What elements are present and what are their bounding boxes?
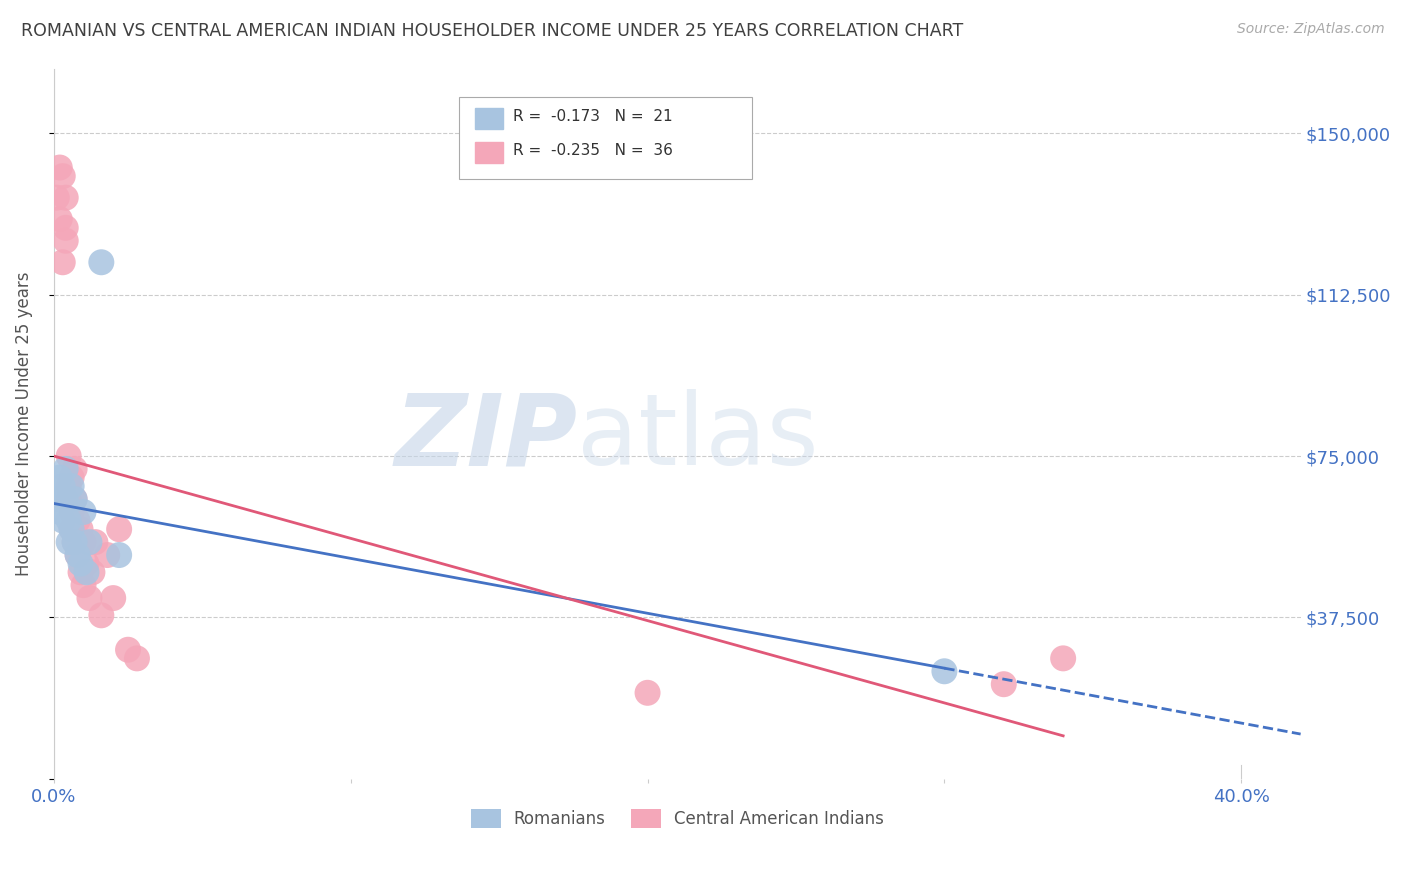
- Point: [103, 591, 125, 606]
- Bar: [475, 108, 503, 129]
- Text: ZIP: ZIP: [395, 390, 578, 486]
- Point: [55, 462, 77, 476]
- Point: [79, 535, 101, 549]
- Point: [60, 522, 83, 536]
- Point: [49, 505, 72, 519]
- Point: [49, 470, 72, 484]
- Point: [55, 491, 77, 506]
- Point: [58, 514, 80, 528]
- Text: R =  -0.235   N =  36: R = -0.235 N = 36: [513, 143, 672, 158]
- Point: [108, 548, 131, 562]
- Point: [117, 642, 139, 657]
- Point: [1052, 651, 1074, 665]
- Point: [58, 491, 80, 506]
- Point: [60, 470, 83, 484]
- Point: [52, 514, 75, 528]
- Point: [60, 505, 83, 519]
- Point: [69, 557, 91, 571]
- Point: [72, 505, 94, 519]
- Point: [72, 535, 94, 549]
- Legend: Romanians, Central American Indians: Romanians, Central American Indians: [464, 802, 890, 835]
- Point: [90, 608, 112, 623]
- Point: [66, 548, 89, 562]
- Point: [637, 686, 659, 700]
- Point: [66, 548, 89, 562]
- Point: [45, 491, 67, 506]
- Point: [96, 548, 118, 562]
- Point: [52, 169, 75, 183]
- Point: [69, 566, 91, 580]
- Point: [90, 255, 112, 269]
- Point: [49, 161, 72, 175]
- Point: [934, 665, 956, 679]
- Point: [58, 449, 80, 463]
- Point: [58, 535, 80, 549]
- Point: [60, 479, 83, 493]
- Point: [63, 491, 86, 506]
- Point: [52, 255, 75, 269]
- Point: [63, 535, 86, 549]
- Point: [63, 462, 86, 476]
- Point: [84, 535, 107, 549]
- Point: [76, 566, 98, 580]
- Text: atlas: atlas: [578, 390, 820, 486]
- Point: [69, 522, 91, 536]
- Point: [82, 566, 104, 580]
- Y-axis label: Householder Income Under 25 years: Householder Income Under 25 years: [15, 271, 32, 576]
- Point: [60, 522, 83, 536]
- Point: [125, 651, 148, 665]
- Point: [108, 522, 131, 536]
- Point: [76, 557, 98, 571]
- Point: [63, 491, 86, 506]
- Point: [79, 591, 101, 606]
- Text: ROMANIAN VS CENTRAL AMERICAN INDIAN HOUSEHOLDER INCOME UNDER 25 YEARS CORRELATIO: ROMANIAN VS CENTRAL AMERICAN INDIAN HOUS…: [21, 22, 963, 40]
- Point: [49, 212, 72, 227]
- Text: Source: ZipAtlas.com: Source: ZipAtlas.com: [1237, 22, 1385, 37]
- Point: [52, 479, 75, 493]
- Point: [993, 677, 1015, 691]
- Point: [45, 191, 67, 205]
- Point: [58, 479, 80, 493]
- Point: [55, 191, 77, 205]
- Point: [55, 234, 77, 248]
- Point: [63, 535, 86, 549]
- Text: R =  -0.173   N =  21: R = -0.173 N = 21: [513, 109, 672, 124]
- FancyBboxPatch shape: [458, 97, 752, 178]
- Point: [66, 514, 89, 528]
- Bar: [475, 142, 503, 163]
- Point: [72, 578, 94, 592]
- Point: [55, 220, 77, 235]
